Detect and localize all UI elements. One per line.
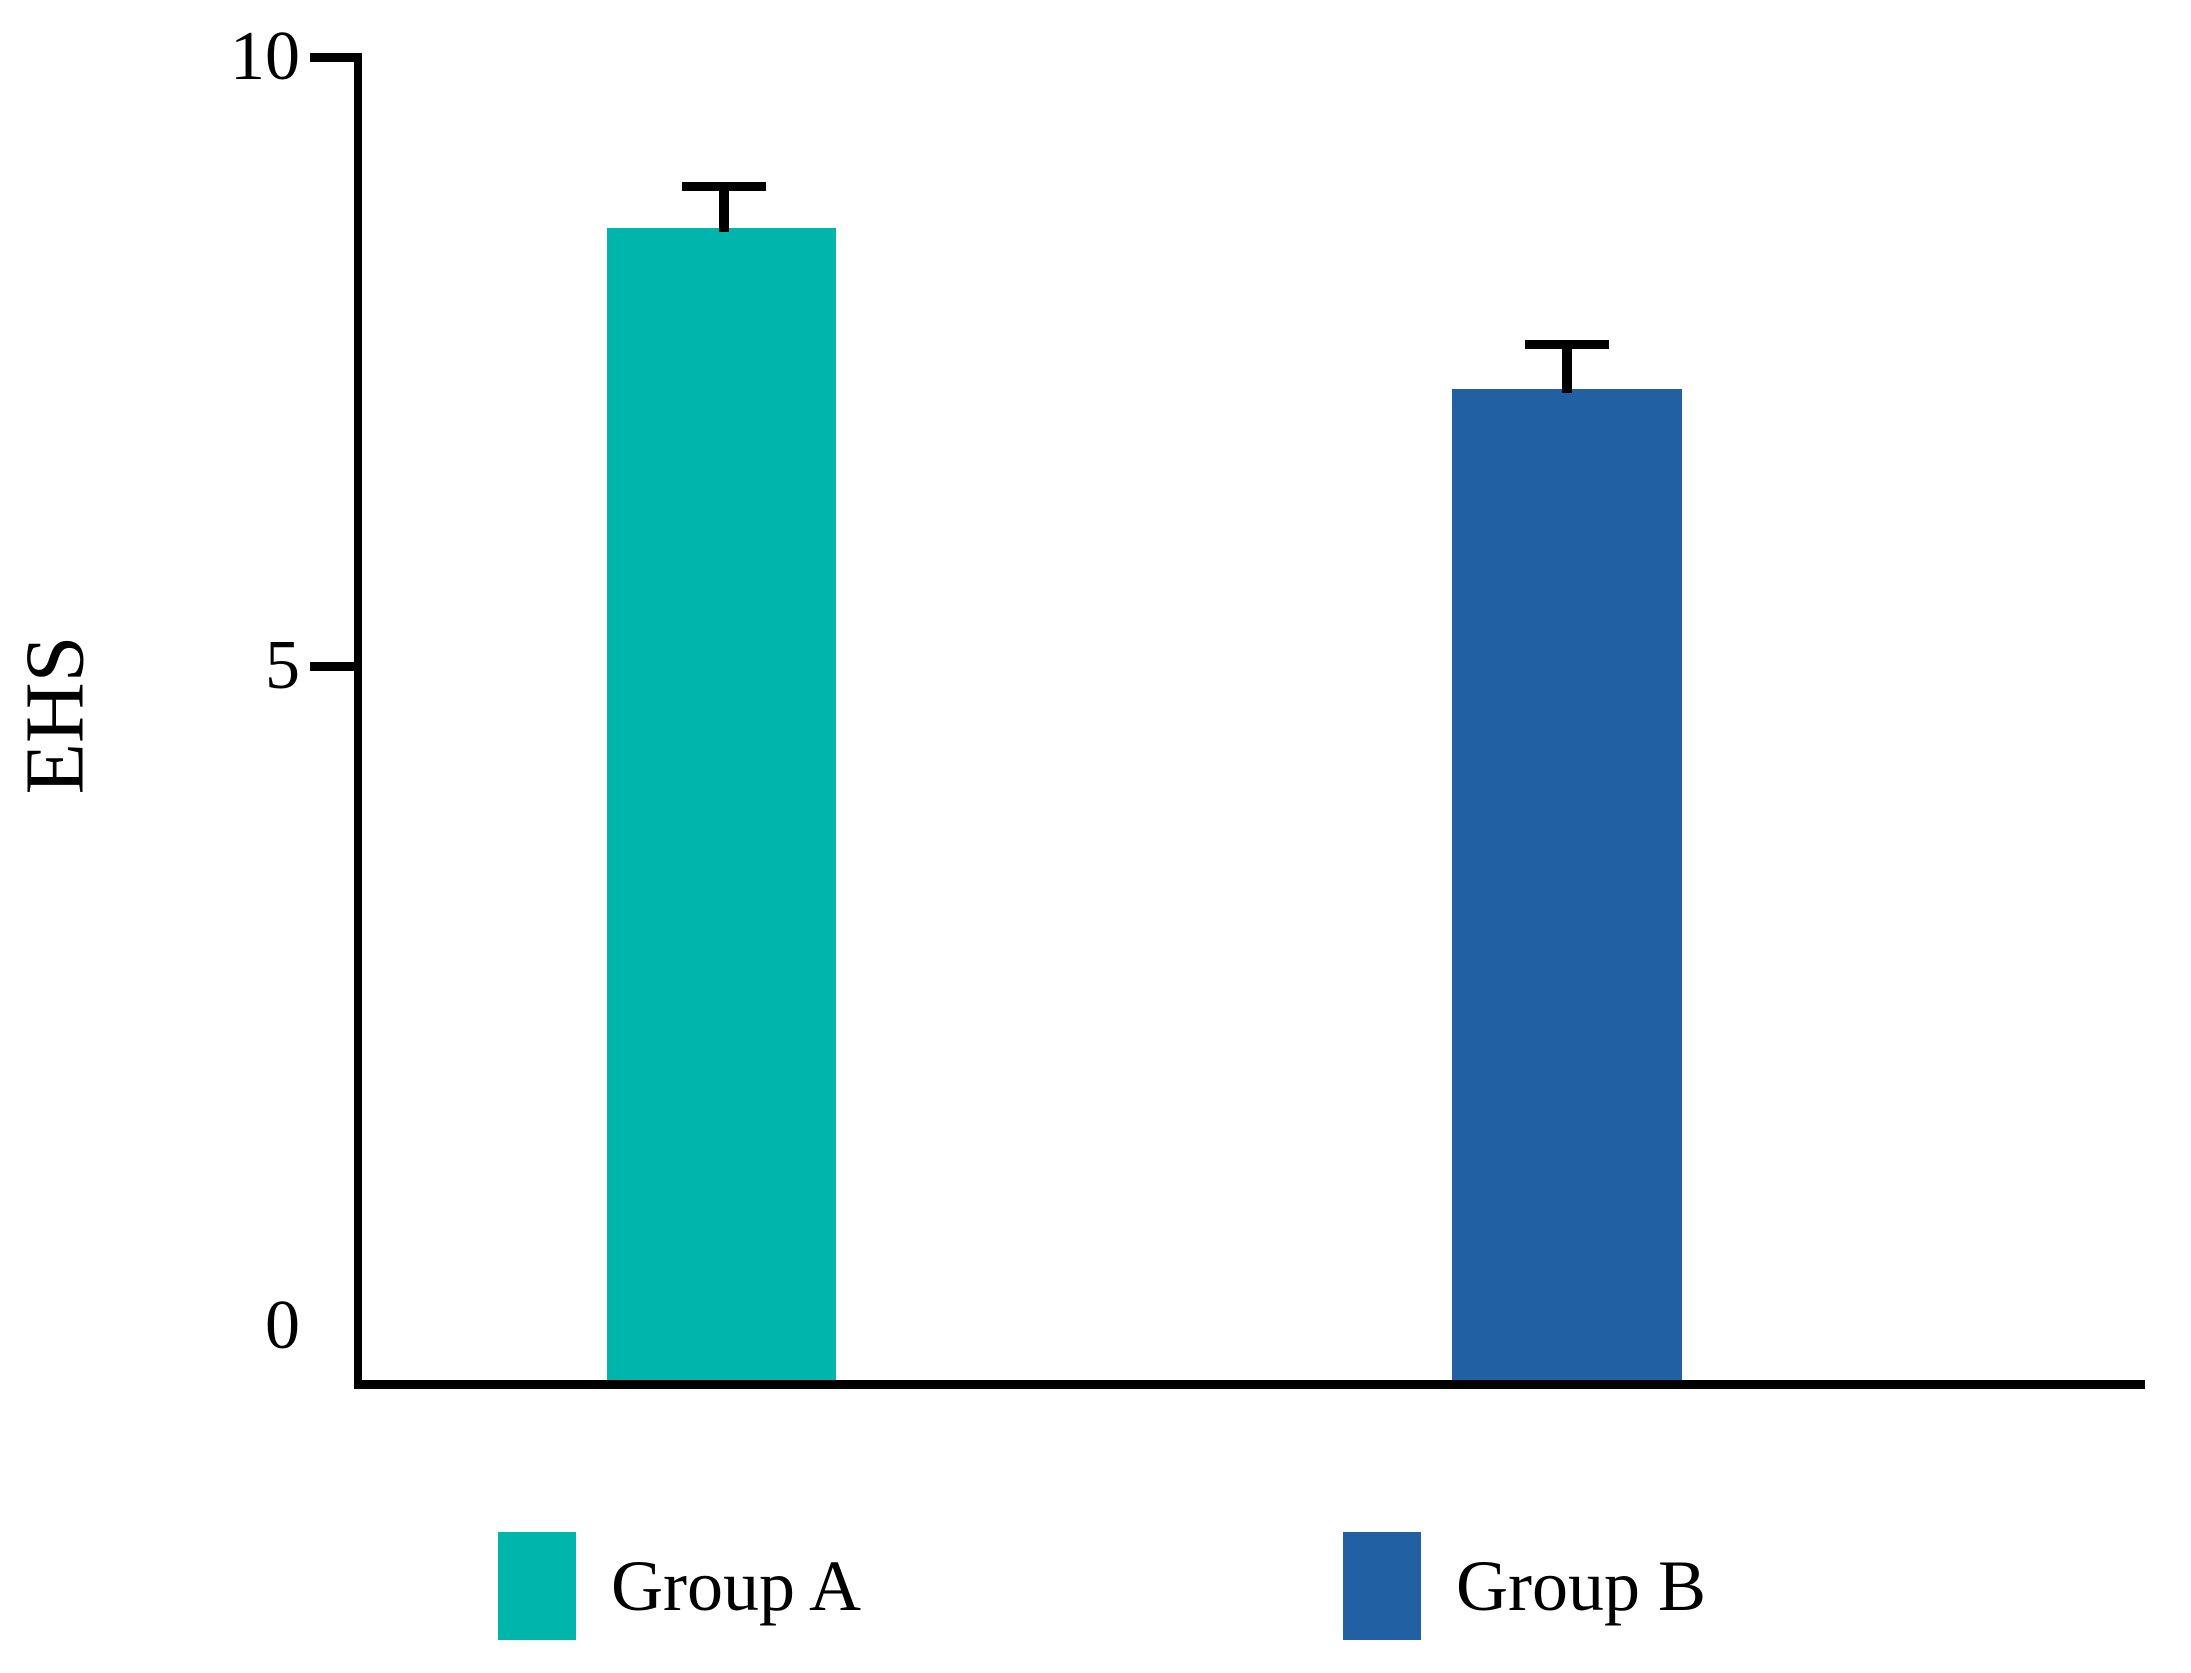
- legend-label-group-b: Group B: [1456, 1546, 1706, 1626]
- legend-item-group-a: Group A: [498, 1532, 861, 1640]
- error-bar-group-a-stem: [719, 182, 729, 232]
- plot-area: EHS 10 5 0: [8, 18, 2145, 1389]
- y-tick-mark-5: [310, 662, 354, 671]
- error-bar-group-b-stem: [1562, 340, 1572, 393]
- y-tick-mark-10: [310, 53, 354, 62]
- error-bar-group-a-cap: [682, 182, 766, 191]
- bar-group-a: [607, 228, 836, 1380]
- legend-label-group-a: Group A: [611, 1546, 861, 1626]
- y-tick-label-5: 5: [265, 627, 300, 704]
- x-axis-line: [354, 1380, 2145, 1389]
- error-bar-group-b-cap: [1525, 340, 1609, 349]
- y-axis-title: EHS: [8, 635, 102, 795]
- y-tick-label-0: 0: [265, 1287, 300, 1364]
- y-tick-label-10: 10: [230, 18, 300, 95]
- y-axis-line: [354, 53, 362, 1389]
- legend-swatch-group-b: [1343, 1532, 1421, 1640]
- legend-swatch-group-a: [498, 1532, 576, 1640]
- legend-item-group-b: Group B: [1343, 1532, 1706, 1640]
- bar-group-b: [1452, 389, 1682, 1380]
